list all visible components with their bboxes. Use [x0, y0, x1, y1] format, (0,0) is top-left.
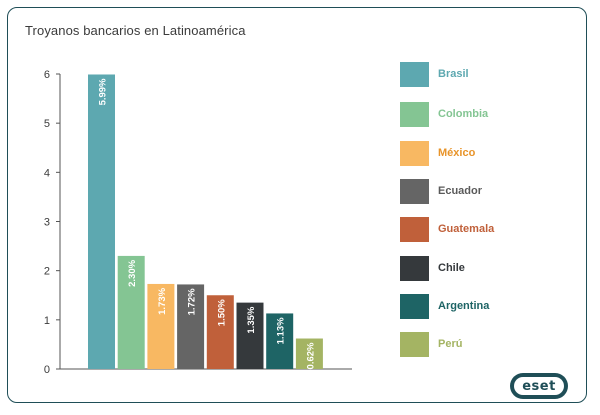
bar-value-label: 1.73% — [157, 287, 168, 314]
legend-swatch — [400, 293, 429, 319]
y-tick-label: 6 — [44, 69, 50, 81]
legend-label: Guatemala — [438, 223, 495, 235]
y-tick-label: 0 — [44, 364, 50, 376]
eset-logo-text: eset — [514, 377, 564, 395]
bar-value-label: 1.13% — [276, 317, 287, 344]
y-tick-label: 5 — [44, 118, 50, 130]
legend-swatch — [400, 178, 429, 204]
y-tick-label: 1 — [44, 315, 50, 327]
chart-title: Troyanos bancarios en Latinoamérica — [25, 23, 246, 38]
bar-value-label: 0.62% — [305, 342, 316, 369]
legend-swatch — [400, 255, 429, 281]
legend: Brasil Colombia México Ecuador Guatemala Chil… — [400, 60, 580, 360]
legend-item-colombia: Colombia — [400, 100, 488, 128]
legend-item-guatemala: Guatemala — [400, 215, 494, 243]
bar-value-label: 5.99% — [98, 78, 109, 105]
legend-item-brasil: Brasil — [400, 60, 469, 88]
bar-value-label: 1.35% — [246, 306, 257, 333]
bar-brasil — [88, 74, 115, 369]
bar-ecuador — [177, 284, 205, 369]
bar-colombia — [117, 255, 145, 369]
legend-swatch — [400, 216, 429, 242]
legend-label: Brasil — [438, 68, 469, 80]
legend-label: Argentina — [438, 300, 490, 312]
bar-méxico — [147, 283, 175, 369]
bar-chile — [236, 302, 264, 369]
legend-swatch — [400, 140, 429, 166]
legend-label: Perú — [438, 338, 463, 350]
legend-item-chile: Chile — [400, 254, 465, 282]
y-tick-label: 2 — [44, 266, 50, 278]
bar-guatemala — [206, 295, 234, 369]
y-tick-label: 4 — [44, 167, 50, 179]
legend-swatch — [400, 61, 429, 87]
bars: 5.99% 2.30% 1.73% 1.72% 1.50% 1.35% 1.13% 0.62% — [88, 74, 323, 369]
legend-swatch — [400, 331, 429, 357]
legend-item-perú: Perú — [400, 330, 462, 358]
legend-item-méxico: México — [400, 139, 475, 167]
legend-label: Ecuador — [438, 185, 483, 197]
legend-label: México — [438, 147, 476, 159]
bar-value-label: 2.30% — [127, 259, 138, 286]
bar-value-label: 1.50% — [216, 299, 227, 326]
y-tick-label: 3 — [44, 217, 50, 229]
legend-swatch — [400, 101, 429, 127]
legend-label: Colombia — [438, 108, 489, 120]
bar-argentina — [266, 313, 294, 369]
bar-perú — [295, 338, 323, 369]
eset-logo-wordmark: eset — [522, 378, 556, 394]
legend-label: Chile — [438, 262, 465, 274]
bar-value-label: 1.72% — [187, 288, 198, 315]
legend-item-argentina: Argentina — [400, 292, 489, 320]
eset-logo: eset — [510, 373, 568, 399]
legend-item-ecuador: Ecuador — [400, 177, 482, 205]
